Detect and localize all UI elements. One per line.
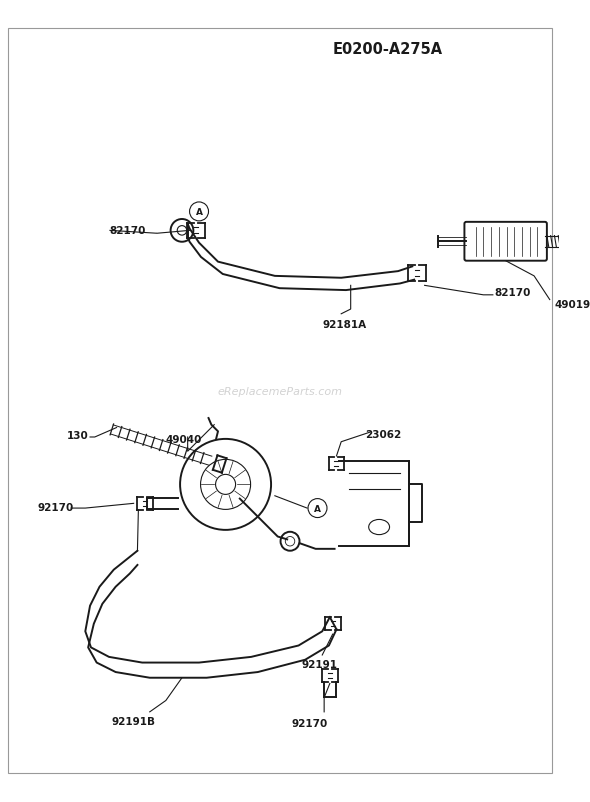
Text: 23062: 23062 — [365, 430, 401, 439]
Text: 49040: 49040 — [166, 435, 202, 444]
Text: A: A — [195, 208, 202, 217]
Text: 92170: 92170 — [292, 718, 328, 727]
Text: A: A — [314, 504, 321, 513]
Text: 82170: 82170 — [109, 226, 145, 236]
Text: eReplacemeParts.com: eReplacemeParts.com — [217, 387, 342, 397]
Text: 130: 130 — [67, 431, 88, 440]
Text: 92191B: 92191B — [112, 715, 156, 726]
Text: 82170: 82170 — [495, 288, 531, 298]
Text: 92170: 92170 — [38, 503, 74, 512]
Text: E0200-A275A: E0200-A275A — [333, 43, 443, 57]
Text: 92191: 92191 — [301, 659, 337, 669]
Text: 49019: 49019 — [555, 300, 590, 310]
Text: 92181A: 92181A — [322, 319, 366, 329]
